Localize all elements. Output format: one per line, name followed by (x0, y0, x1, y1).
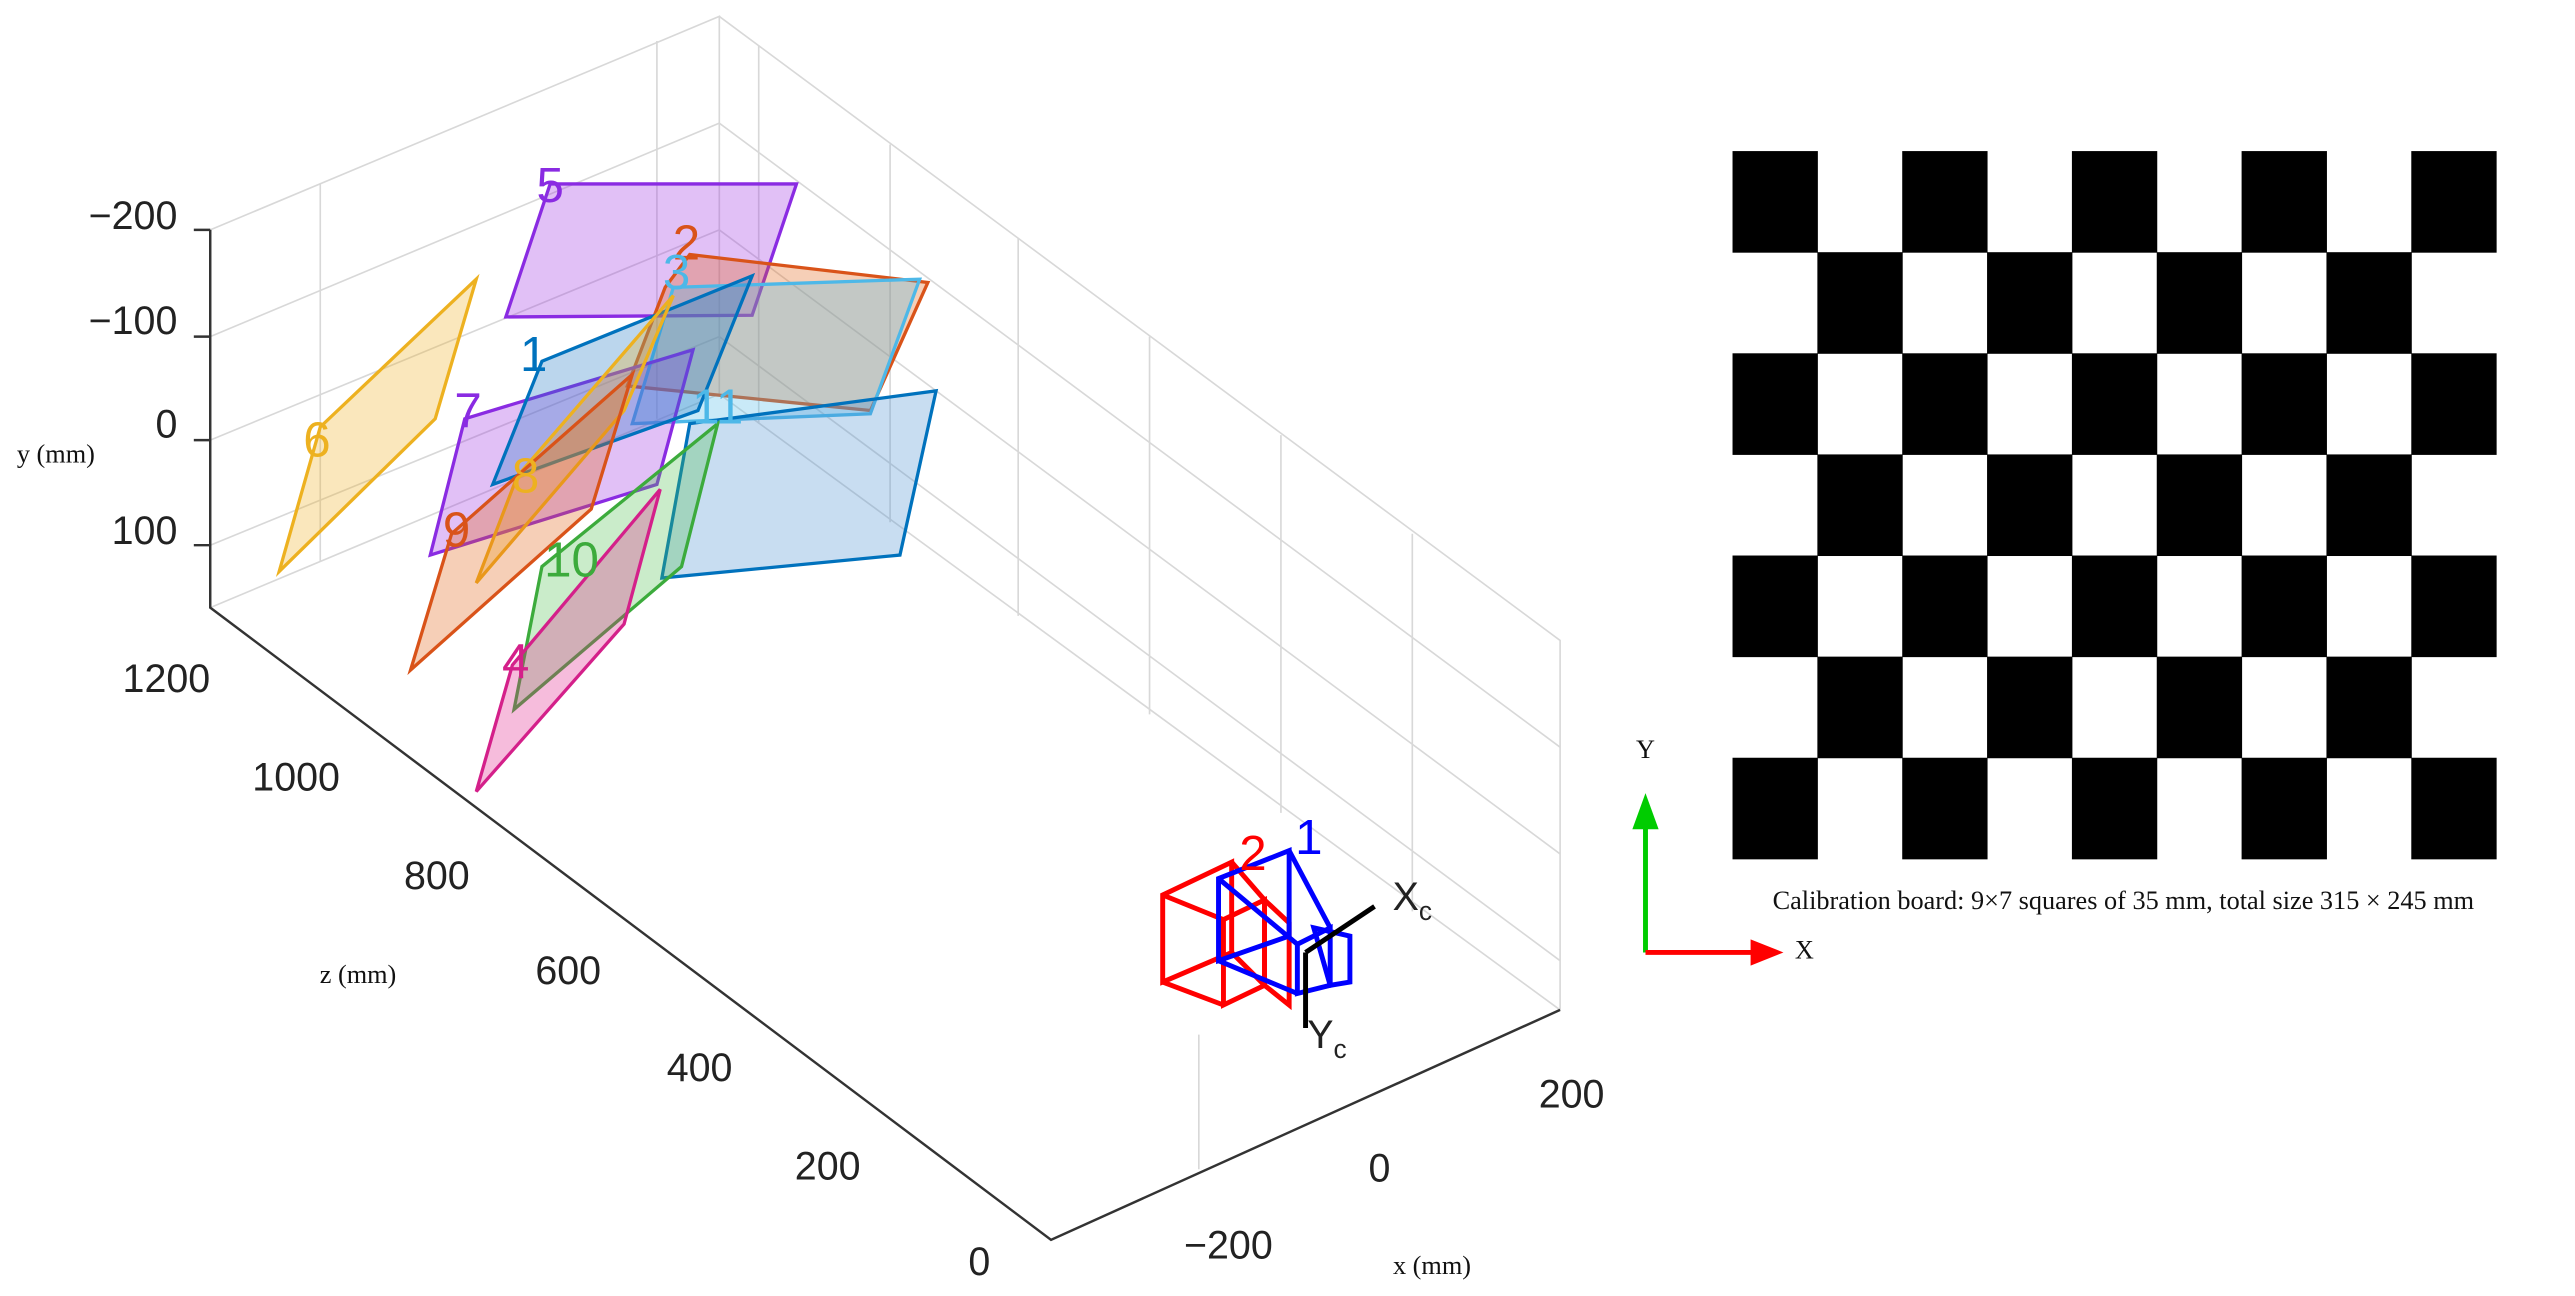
z-tick-label: 0 (968, 1240, 990, 1284)
board-square (1732, 151, 1818, 253)
board-plane (275, 273, 480, 577)
board-plane (503, 182, 799, 319)
board-x-label: X (1795, 935, 1814, 964)
grid-line (718, 122, 1561, 748)
board-square (1902, 757, 1988, 860)
cameras: 2 1 Xc Yc (1160, 810, 1432, 1064)
z-tick-label: 600 (535, 949, 601, 993)
board-square (1817, 656, 1903, 759)
board-label: 5 (536, 158, 563, 213)
board-square (1902, 555, 1988, 658)
board-square (2156, 454, 2243, 557)
board-square (2071, 555, 2158, 658)
z-tick-label: 200 (795, 1145, 861, 1189)
board-square (2071, 757, 2158, 860)
z-tick-label: 800 (404, 854, 470, 898)
board-label: 2 (673, 215, 700, 270)
board-square (2156, 252, 2243, 354)
board-plane (474, 294, 675, 585)
board-plane (474, 488, 662, 793)
y-tick-label: −200 (89, 194, 178, 238)
board-square (1902, 353, 1988, 455)
board-square (2411, 151, 2497, 253)
board-square (1732, 757, 1818, 860)
z-tick-label: 1200 (123, 657, 211, 701)
axis-line (209, 229, 1561, 1242)
board-square (2071, 353, 2158, 455)
grid-line (209, 15, 721, 609)
x-axis-title: x (mm) (1393, 1251, 1471, 1280)
checkerboard (1732, 151, 2497, 860)
board-label: 4 (502, 634, 529, 689)
y-tick-label: −100 (89, 299, 178, 343)
board-square (2326, 454, 2412, 557)
camera-label: 2 (1239, 826, 1266, 881)
board-plane (489, 272, 756, 488)
x-tick-label: −200 (1184, 1223, 1273, 1267)
axis-subscript: c (1419, 896, 1432, 926)
camera-label: 1 (1295, 810, 1322, 865)
axis-letter: Y (1307, 1013, 1333, 1057)
board-y-label: Y (1636, 735, 1655, 764)
board-caption: Calibration board: 9×7 squares of 35 mm,… (1773, 886, 2475, 915)
axes: −200 −100 0 100 1200 1000 800 600 400 20… (17, 194, 1605, 1284)
board-square (1732, 555, 1818, 658)
board-square (2411, 555, 2497, 658)
x-tick-label: 200 (1539, 1072, 1605, 1116)
board-label: 8 (512, 449, 539, 504)
board-label: 10 (544, 532, 599, 587)
z-tick-label: 400 (667, 1046, 733, 1090)
board-plane (407, 369, 636, 676)
board-square (2241, 757, 2327, 860)
board-label: 9 (443, 503, 470, 558)
board-square (2071, 151, 2158, 253)
grid-line (718, 15, 1561, 1010)
board-square (2156, 656, 2243, 759)
board-plane (630, 277, 923, 426)
camera-x-axis-label: Xc (1393, 875, 1432, 926)
board-label: 1 (520, 327, 547, 382)
board-square (2411, 757, 2497, 860)
box-grid (209, 15, 1561, 1170)
board-square (2326, 252, 2412, 354)
board-square (2241, 151, 2327, 253)
x-tick-label: 0 (1369, 1146, 1391, 1190)
axis-subscript: c (1334, 1034, 1347, 1064)
board-square (1987, 656, 2073, 759)
board-label: 7 (454, 383, 481, 438)
y-tick-label: 0 (155, 402, 177, 446)
grid-line (718, 229, 1561, 855)
board-plane (659, 388, 939, 580)
y-tick-label: 100 (112, 509, 178, 553)
board-square (2326, 656, 2412, 759)
board-square (2411, 353, 2497, 455)
board-square (1817, 252, 1903, 354)
grid-line (718, 393, 1561, 1011)
grid-line (718, 335, 1561, 962)
z-tick-label: 1000 (252, 755, 340, 799)
board-label: 6 (303, 412, 330, 467)
grid-line (209, 122, 720, 338)
boards: 1 2 3 4 5 6 7 8 9 10 11 (275, 158, 939, 793)
board-square (1987, 252, 2073, 354)
camera-y-axis-label: Yc (1307, 1013, 1346, 1064)
board-label: 11 (692, 380, 743, 435)
camera-1 (1216, 847, 1353, 997)
z-axis-title: z (mm) (320, 960, 397, 989)
board-label: 3 (663, 245, 690, 300)
grid-line (209, 229, 720, 441)
board-square (2241, 353, 2327, 455)
board-square (1817, 454, 1903, 557)
board-square (1902, 151, 1988, 253)
y-axis-title: y (mm) (17, 440, 95, 469)
board-plane (625, 252, 931, 413)
board-square (1987, 454, 2073, 557)
board-square (2241, 555, 2327, 658)
board-axes: Y X (1632, 735, 1814, 966)
axis-letter: X (1393, 875, 1419, 919)
camera-axes (1303, 904, 1376, 1028)
board-square (1732, 353, 1818, 455)
